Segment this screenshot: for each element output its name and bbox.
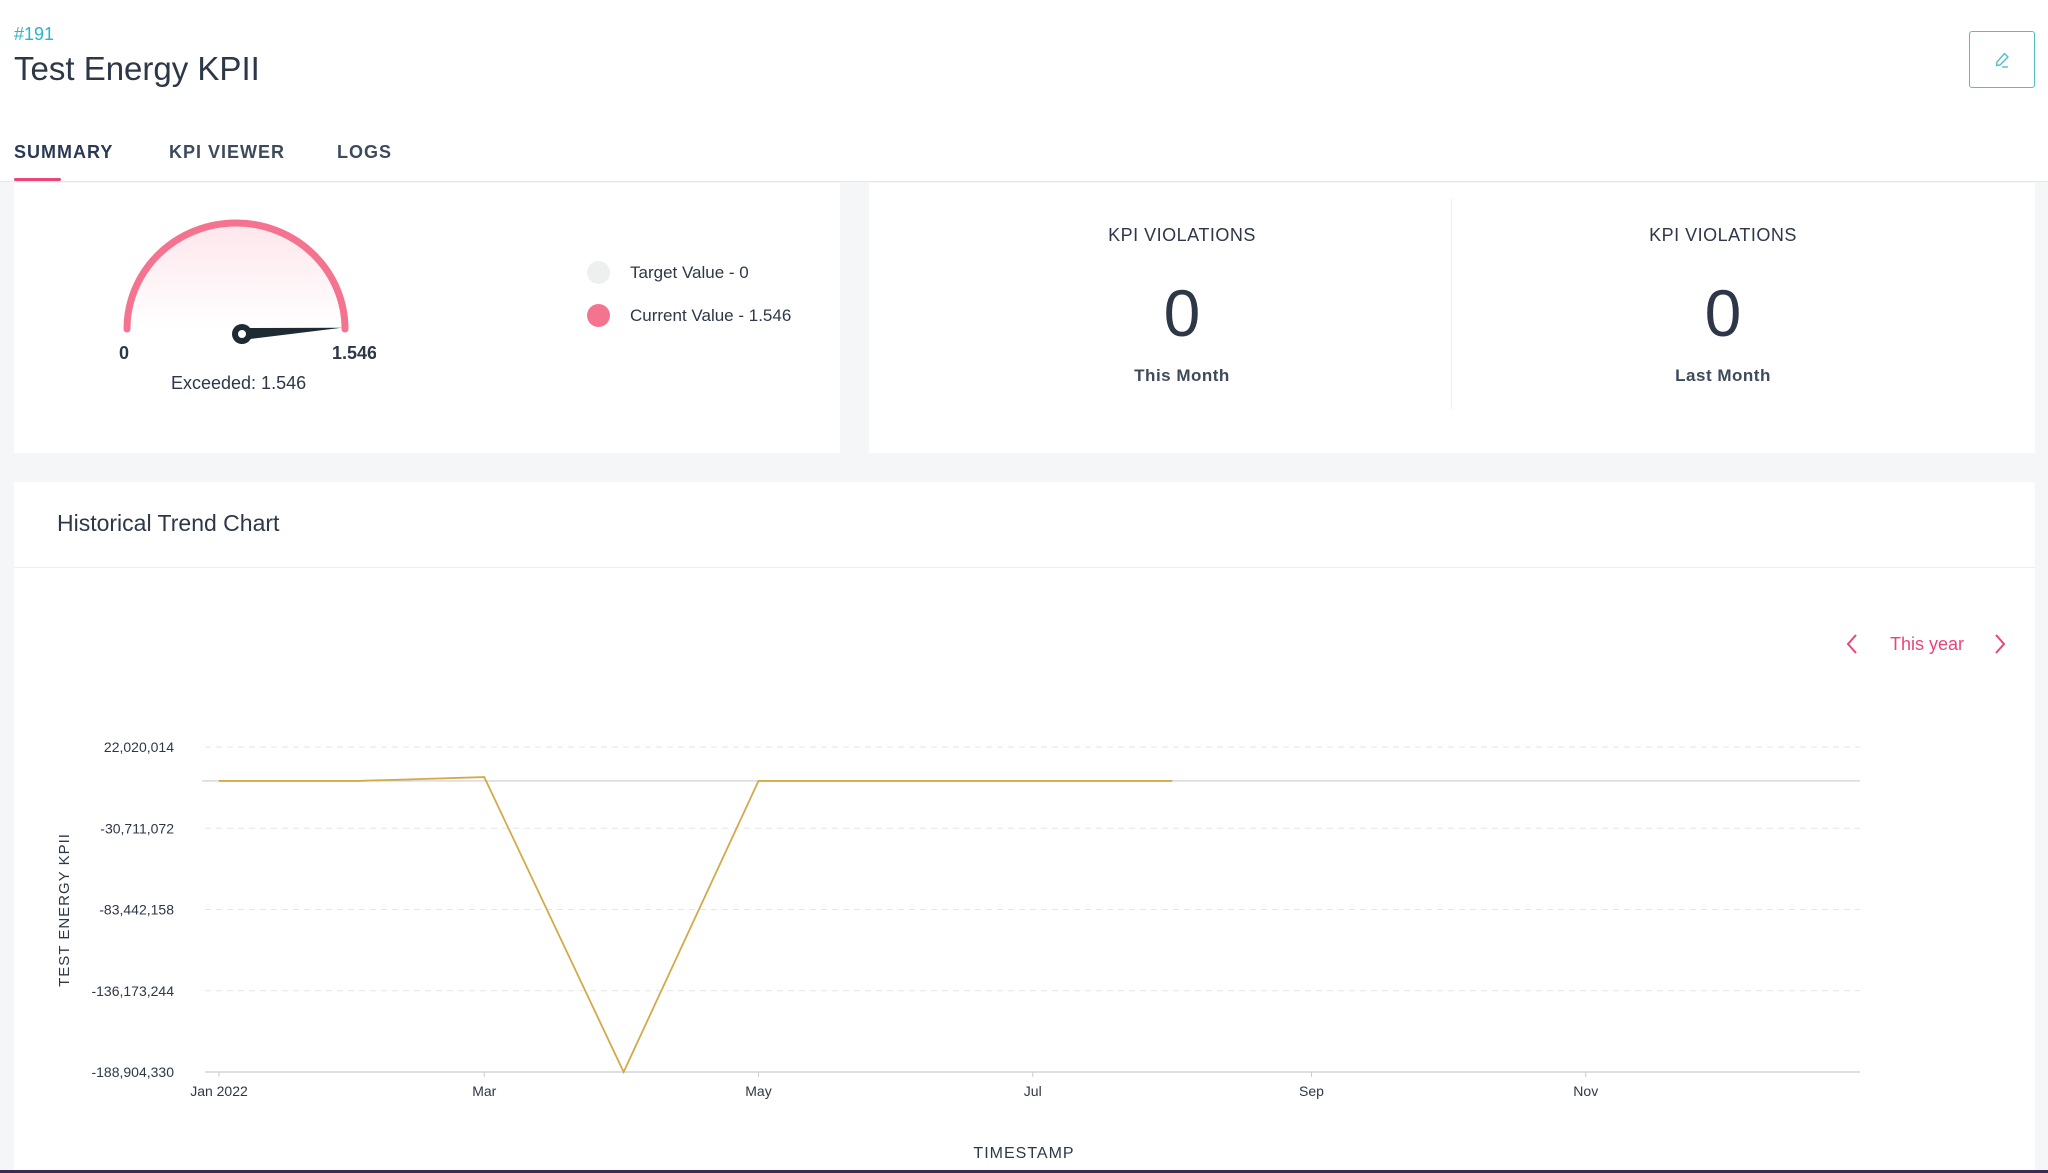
x-tick-label: Sep xyxy=(1299,1083,1324,1099)
trend-card: Historical Trend Chart This year 22,020,… xyxy=(14,482,2035,1173)
current-legend-dot xyxy=(587,304,610,327)
series-line xyxy=(219,776,1173,1075)
current-legend-label: Current Value - 1.546 xyxy=(630,306,792,325)
gauge-fill xyxy=(127,223,345,329)
pencil-icon xyxy=(1995,52,2009,68)
kpi-id: #191 xyxy=(14,24,55,44)
x-tick-label: Jul xyxy=(1024,1083,1042,1099)
gauge-arc xyxy=(123,219,349,333)
data-point xyxy=(357,780,359,782)
data-point xyxy=(1032,780,1034,782)
gauge xyxy=(123,219,349,344)
violations-period: This Month xyxy=(1134,366,1230,385)
data-point xyxy=(623,1071,625,1073)
data-point xyxy=(1171,780,1173,782)
chevron-left-icon[interactable] xyxy=(1844,632,1860,656)
trend-header-divider xyxy=(14,567,2035,568)
data-point xyxy=(483,776,485,778)
y-tick-label: -83,442,158 xyxy=(99,902,174,918)
gauge-min-label: 0 xyxy=(119,343,130,363)
x-tick-label: May xyxy=(745,1083,771,1099)
tab-logs[interactable]: LOGS xyxy=(337,142,393,162)
data-point xyxy=(757,780,760,782)
data-point xyxy=(897,780,899,782)
violations-count: 0 xyxy=(1704,276,1742,350)
gauge-max-label: 1.546 xyxy=(332,343,376,363)
chevron-right-icon[interactable] xyxy=(1992,632,2008,656)
gauge-needle xyxy=(241,327,342,340)
y-tick-label: -188,904,330 xyxy=(91,1064,174,1080)
target-legend-label: Target Value - 0 xyxy=(630,263,749,282)
edit-button[interactable] xyxy=(1969,31,2035,88)
trend-line-chart: 22,020,014 -30,711,072 -83,442,158 -136,173… xyxy=(56,739,1860,1162)
active-tab-indicator xyxy=(14,178,61,181)
bottom-edge xyxy=(0,1170,2048,1173)
violations-title: KPI VIOLATIONS xyxy=(1649,225,1797,245)
tab-kpi-viewer[interactable]: KPI VIEWER xyxy=(169,142,286,162)
violations-card: KPI VIOLATIONS 0 This Month KPI VIOLATIO… xyxy=(869,183,2035,453)
tab-summary[interactable]: SUMMARY xyxy=(14,142,114,162)
page-title: Test Energy KPII xyxy=(14,50,260,87)
target-legend-dot xyxy=(587,261,610,284)
y-tick-label: 22,020,014 xyxy=(104,739,174,755)
violations-title: KPI VIOLATIONS xyxy=(1108,225,1256,245)
y-tick-label: -136,173,244 xyxy=(91,983,174,999)
violations-count: 0 xyxy=(1163,276,1201,350)
x-tick-label: Nov xyxy=(1573,1083,1598,1099)
trend-chart-title: Historical Trend Chart xyxy=(57,510,280,536)
gauge-exceeded-text: Exceeded: 1.546 xyxy=(171,373,307,393)
gauge-card: 0 1.546 Exceeded: 1.546 Target Value - 0… xyxy=(14,183,840,453)
y-tick-label: -30,711,072 xyxy=(100,820,174,836)
data-point xyxy=(218,780,220,782)
violations-divider xyxy=(1451,199,1452,409)
page-header: #191 Test Energy KPII SUMMARY KPI VIEWER… xyxy=(0,0,2048,182)
violations-period: Last Month xyxy=(1675,366,1771,385)
y-axis-title: TEST ENERGY KPII xyxy=(56,833,73,987)
date-range-label[interactable]: This year xyxy=(1890,634,1965,654)
x-tick-label: Jan 2022 xyxy=(190,1083,248,1099)
x-tick-label: Mar xyxy=(472,1083,496,1099)
x-axis-title: TIMESTAMP xyxy=(973,1145,1074,1162)
